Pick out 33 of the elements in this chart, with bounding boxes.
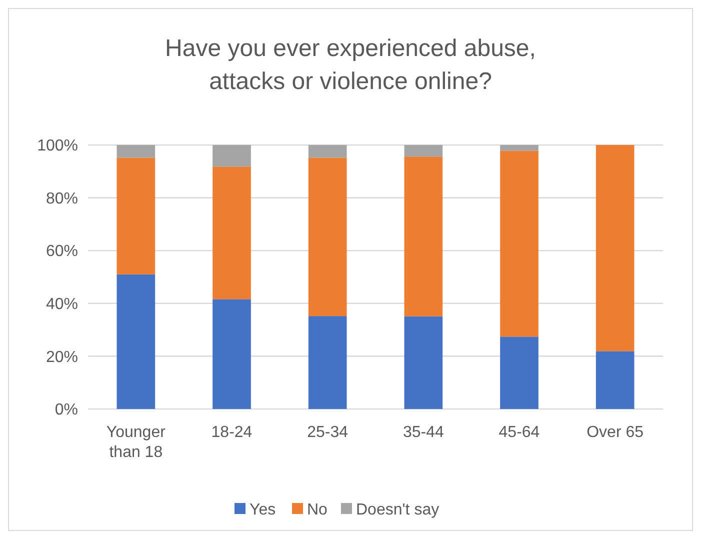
bar — [116, 274, 156, 409]
bar — [212, 166, 251, 300]
x-tick-label: 25-34 — [307, 424, 348, 441]
bar — [404, 145, 443, 157]
y-tick-label: 100% — [37, 138, 78, 155]
y-tick-label: 80% — [46, 190, 78, 208]
bar — [500, 145, 538, 151]
bar — [308, 158, 347, 316]
bar — [308, 316, 347, 409]
y-tick-label: 0% — [54, 402, 78, 419]
bar — [596, 145, 634, 352]
x-tick-label: Over 65 — [586, 424, 644, 441]
y-tick-label: 40% — [46, 296, 78, 313]
bar — [116, 145, 156, 158]
x-tick-label: 18-24 — [211, 424, 252, 441]
bar — [500, 150, 538, 337]
bar — [404, 156, 443, 316]
bar — [212, 299, 251, 409]
bar — [404, 316, 443, 409]
legend-label: Yes — [250, 502, 276, 519]
x-tick-label: 35-44 — [402, 424, 444, 441]
bar — [212, 145, 251, 167]
bar — [500, 336, 538, 409]
x-tick-label: 45-64 — [498, 424, 540, 441]
x-tick-label: Younger than 18 — [106, 424, 166, 461]
legend-label: No — [307, 502, 328, 519]
bar — [308, 145, 347, 158]
bar — [596, 351, 634, 409]
y-tick-label: 20% — [46, 348, 78, 366]
legend-label: Doesn't say — [356, 502, 440, 519]
bar — [116, 158, 156, 274]
y-tick-label: 60% — [46, 243, 78, 260]
chart-title: Have you ever experienced abuse, attacks or violence online? — [165, 35, 536, 95]
